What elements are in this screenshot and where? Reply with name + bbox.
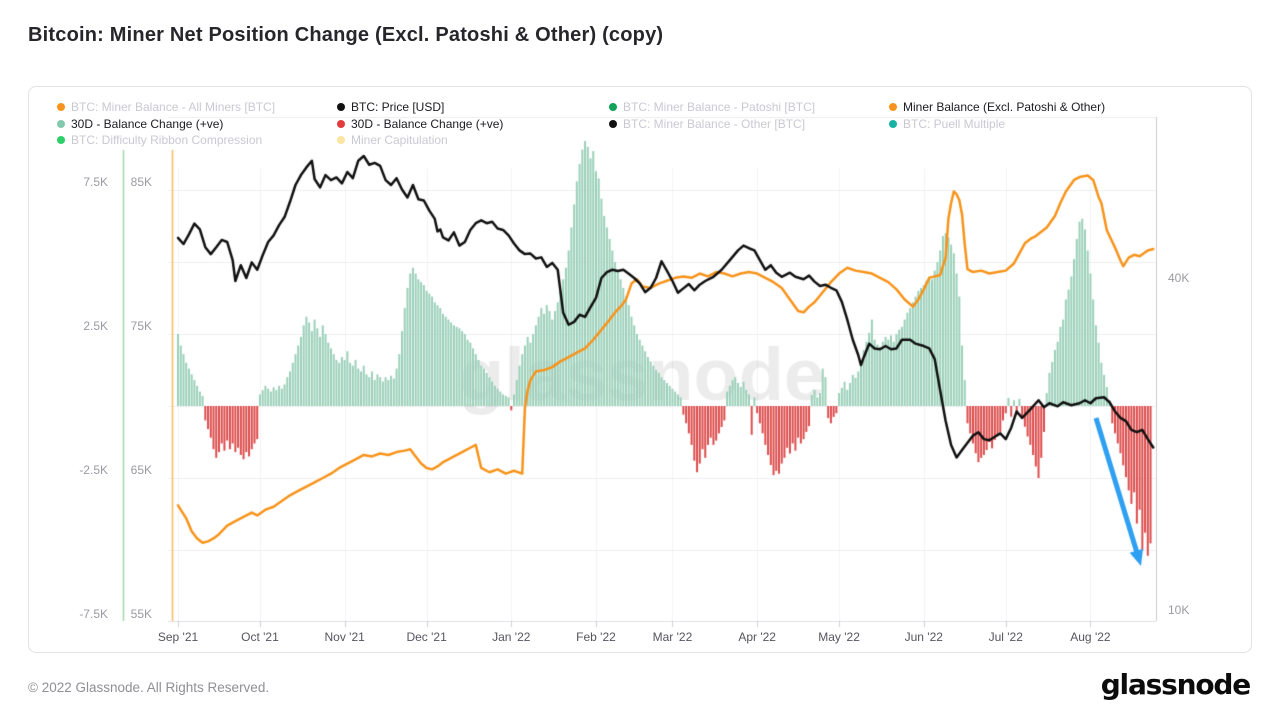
- legend-dot: [337, 103, 345, 111]
- legend-label: Miner Balance (Excl. Patoshi & Other): [903, 100, 1106, 114]
- x-axis-tick: Jan '22: [492, 630, 531, 644]
- y-axis-change-tick: 2.5K: [83, 319, 108, 333]
- legend-label: BTC: Difficulty Ribbon Compression: [71, 133, 263, 147]
- legend-label: BTC: Miner Balance - Other [BTC]: [623, 116, 806, 131]
- x-axis-tick: Mar '22: [652, 630, 693, 644]
- y-axis-balance-tick: 65K: [130, 463, 152, 477]
- legend-label: BTC: Miner Balance - Patoshi [BTC]: [623, 100, 816, 114]
- legend-dot: [57, 136, 65, 144]
- y-axis-balance-tick: 75K: [130, 319, 152, 333]
- legend-dot: [609, 119, 617, 128]
- legend-label: 30D - Balance Change (+ve): [71, 116, 224, 131]
- legend-item-5[interactable]: 30D - Balance Change (+ve): [337, 117, 503, 131]
- x-axis-tick: Oct '21: [241, 630, 279, 644]
- x-axis-tick: Aug '22: [1070, 630, 1111, 644]
- legend-item-1[interactable]: BTC: Price [USD]: [337, 100, 444, 114]
- legend-label: BTC: Miner Balance - All Miners [BTC]: [71, 100, 276, 114]
- y-axis-change-tick: -2.5K: [79, 463, 108, 477]
- legend-item-7[interactable]: BTC: Puell Multiple: [889, 117, 1005, 131]
- legend-dot: [57, 119, 65, 128]
- legend-item-3[interactable]: Miner Balance (Excl. Patoshi & Other): [889, 100, 1105, 114]
- copyright-text: © 2022 Glassnode. All Rights Reserved.: [28, 680, 270, 695]
- legend-dot: [609, 103, 617, 111]
- y-axis-price-tick: 40K: [1168, 271, 1190, 285]
- legend-item-9[interactable]: Miner Capitulation: [337, 133, 448, 147]
- legend-label: BTC: Puell Multiple: [903, 116, 1006, 131]
- legend-dot: [889, 103, 897, 111]
- x-axis-tick: Jun '22: [904, 630, 943, 644]
- legend-item-0[interactable]: BTC: Miner Balance - All Miners [BTC]: [57, 100, 275, 114]
- x-axis-tick: Feb '22: [576, 630, 616, 644]
- legend-dot: [57, 103, 65, 111]
- y-axis-price-tick: 10K: [1168, 603, 1190, 617]
- legend-item-4[interactable]: 30D - Balance Change (+ve): [57, 117, 223, 131]
- legend-dot: [337, 136, 345, 144]
- legend-label: Miner Capitulation: [351, 133, 448, 147]
- legend-item-2[interactable]: BTC: Miner Balance - Patoshi [BTC]: [609, 100, 815, 114]
- x-axis-tick: Dec '21: [406, 630, 447, 644]
- legend-label: 30D - Balance Change (+ve): [351, 116, 504, 131]
- legend-item-6[interactable]: BTC: Miner Balance - Other [BTC]: [609, 117, 805, 131]
- glassnode-logo[interactable]: glassnode: [1100, 668, 1251, 701]
- x-axis-tick: Nov '21: [324, 630, 365, 644]
- x-axis-tick: Jul '22: [988, 630, 1023, 644]
- y-axis-balance-tick: 55K: [130, 607, 152, 621]
- x-axis-tick: Apr '22: [738, 630, 776, 644]
- legend-label: BTC: Price [USD]: [351, 100, 445, 114]
- legend-item-8[interactable]: BTC: Difficulty Ribbon Compression: [57, 133, 262, 147]
- legend-dot: [337, 119, 345, 128]
- legend-dot: [889, 119, 897, 128]
- y-axis-change-tick: -7.5K: [79, 607, 108, 621]
- x-axis-tick: May '22: [818, 630, 860, 644]
- x-axis-tick: Sep '21: [157, 630, 199, 644]
- y-axis-change-tick: 7.5K: [83, 175, 108, 189]
- y-axis-balance-tick: 85K: [130, 175, 152, 189]
